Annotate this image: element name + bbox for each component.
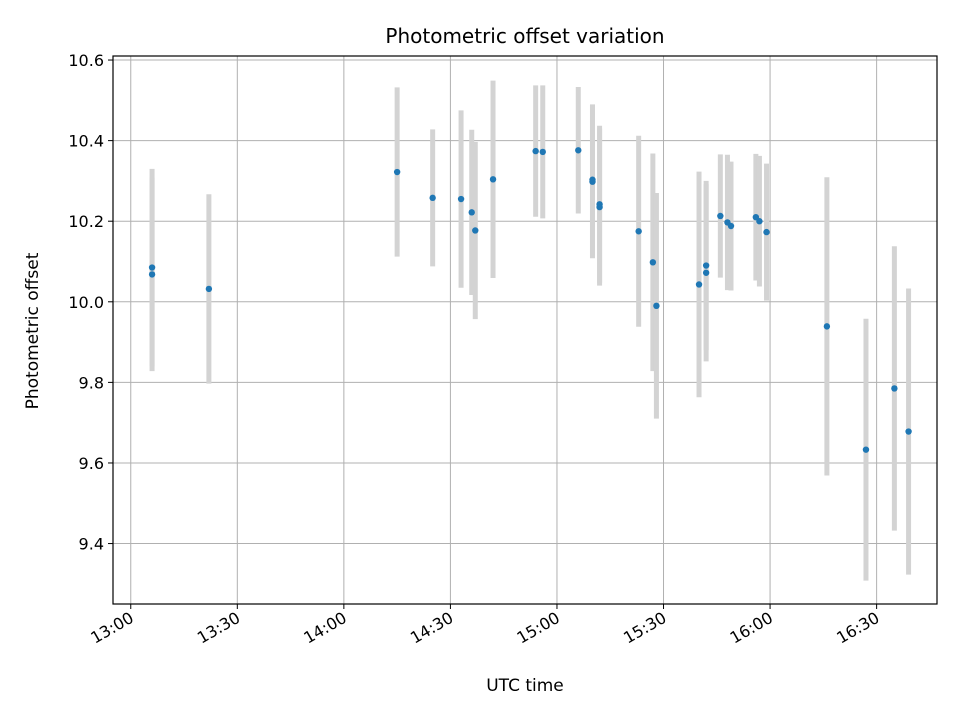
data-point bbox=[148, 271, 156, 278]
data-points bbox=[148, 147, 912, 453]
data-point bbox=[649, 259, 657, 266]
data-point bbox=[823, 323, 831, 330]
data-point bbox=[148, 264, 156, 271]
data-point bbox=[489, 176, 497, 183]
data-point bbox=[457, 195, 465, 203]
y-axis-ticks: 9.4 9.6 9.8 10.0 10.2 10.4 10.6 bbox=[68, 51, 113, 554]
y-tick-label: 9.6 bbox=[79, 454, 104, 473]
data-point bbox=[575, 147, 582, 154]
data-point bbox=[429, 194, 436, 202]
plot-frame bbox=[112, 55, 938, 605]
data-point bbox=[205, 285, 213, 293]
data-point bbox=[763, 228, 770, 236]
data-point bbox=[695, 281, 703, 288]
data-point bbox=[905, 428, 912, 435]
data-point bbox=[635, 228, 642, 235]
data-point bbox=[717, 212, 724, 220]
data-point bbox=[702, 269, 710, 276]
data-point bbox=[891, 385, 898, 392]
y-tick-label: 10.2 bbox=[68, 212, 104, 231]
data-point bbox=[756, 218, 763, 225]
y-tick-label: 9.4 bbox=[79, 535, 104, 554]
chart-title: Photometric offset variation bbox=[385, 24, 664, 48]
data-point bbox=[589, 178, 596, 185]
data-point bbox=[532, 147, 539, 155]
data-point bbox=[539, 148, 546, 156]
x-axis-label: UTC time bbox=[486, 676, 564, 696]
y-tick-label: 10.4 bbox=[68, 132, 104, 151]
data-point bbox=[862, 446, 870, 453]
grid bbox=[113, 56, 937, 604]
data-point bbox=[727, 222, 735, 230]
y-tick-label: 10.6 bbox=[68, 51, 104, 70]
data-point bbox=[596, 203, 603, 211]
data-point bbox=[468, 209, 475, 216]
data-point bbox=[393, 168, 401, 176]
data-point bbox=[472, 227, 479, 234]
data-point bbox=[653, 302, 660, 310]
y-tick-label: 9.8 bbox=[79, 373, 104, 392]
data-point bbox=[702, 262, 710, 269]
y-axis-label: Photometric offset bbox=[23, 252, 43, 409]
y-tick-label: 10.0 bbox=[68, 293, 104, 312]
